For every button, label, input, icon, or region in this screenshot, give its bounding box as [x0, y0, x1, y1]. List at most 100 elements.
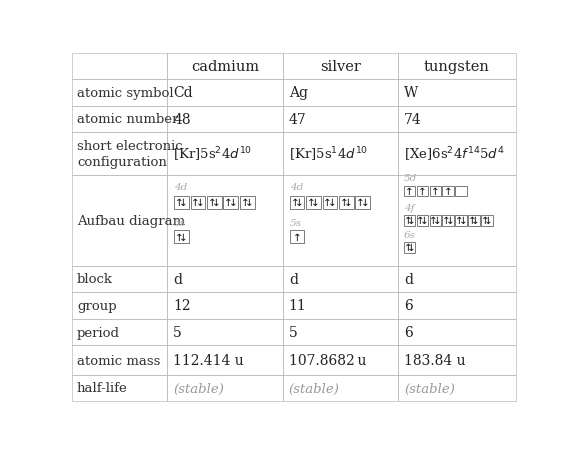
Bar	[191, 197, 205, 209]
Bar	[442, 186, 454, 197]
Bar	[72, 266, 167, 293]
Bar	[290, 197, 304, 209]
Bar	[167, 293, 282, 319]
Text: atomic symbol: atomic symbol	[77, 87, 174, 100]
Text: ↑: ↑	[403, 216, 412, 226]
Text: 5: 5	[173, 325, 182, 339]
Bar	[72, 106, 167, 133]
Text: Aufbau diagram: Aufbau diagram	[77, 214, 185, 227]
Bar	[282, 375, 398, 401]
Text: ↑: ↑	[444, 187, 453, 197]
Text: 6s: 6s	[404, 230, 416, 239]
Text: Ag: Ag	[289, 86, 308, 100]
Text: ↑: ↑	[241, 198, 249, 208]
Text: 6: 6	[404, 299, 413, 313]
Bar	[430, 186, 441, 197]
Bar	[468, 216, 480, 226]
Bar	[167, 106, 282, 133]
Bar	[398, 293, 516, 319]
Text: half-life: half-life	[77, 382, 128, 395]
Bar	[398, 80, 516, 106]
Text: ↑: ↑	[468, 216, 477, 226]
Text: ↓: ↓	[295, 198, 304, 208]
Bar	[72, 345, 167, 375]
Text: [Kr]5s$^2$4$d^{10}$: [Kr]5s$^2$4$d^{10}$	[173, 145, 253, 164]
Text: ↑: ↑	[417, 216, 425, 226]
Bar	[404, 243, 415, 253]
Text: (stable): (stable)	[173, 382, 224, 395]
Text: 5s: 5s	[290, 218, 301, 227]
Text: (stable): (stable)	[289, 382, 340, 395]
Text: silver: silver	[320, 60, 361, 74]
Text: ↓: ↓	[420, 216, 429, 226]
Text: ↓: ↓	[245, 198, 254, 208]
Text: ↓: ↓	[328, 198, 336, 208]
Bar	[72, 176, 167, 266]
Text: 5: 5	[289, 325, 297, 339]
Text: ↓: ↓	[229, 198, 237, 208]
Text: W: W	[404, 86, 418, 100]
Bar	[174, 197, 189, 209]
Bar	[282, 106, 398, 133]
Bar	[398, 319, 516, 345]
Bar	[72, 54, 167, 80]
Bar	[306, 197, 321, 209]
Text: ↓: ↓	[179, 198, 188, 208]
Text: group: group	[77, 299, 116, 312]
Text: ↓: ↓	[344, 198, 353, 208]
Bar	[417, 216, 428, 226]
Text: (stable): (stable)	[404, 382, 455, 395]
Text: 11: 11	[289, 299, 307, 313]
Bar	[339, 197, 354, 209]
Text: ↑: ↑	[175, 198, 184, 208]
Bar	[282, 319, 398, 345]
Text: 47: 47	[289, 113, 307, 127]
Bar	[167, 319, 282, 345]
Bar	[72, 293, 167, 319]
Bar	[167, 375, 282, 401]
Bar	[167, 54, 282, 80]
Text: ↓: ↓	[433, 216, 441, 226]
Bar	[167, 80, 282, 106]
Bar	[398, 54, 516, 80]
Text: atomic mass: atomic mass	[77, 354, 160, 367]
Text: ↓: ↓	[472, 216, 480, 226]
Bar	[167, 176, 282, 266]
Text: ↓: ↓	[458, 216, 467, 226]
Bar	[456, 186, 467, 197]
Text: 107.8682 u: 107.8682 u	[289, 353, 366, 367]
Text: Cd: Cd	[173, 86, 193, 100]
Bar	[290, 230, 304, 244]
Bar	[282, 80, 398, 106]
Bar	[404, 216, 415, 226]
Bar	[167, 266, 282, 293]
Text: ↑: ↑	[191, 198, 200, 208]
Text: ↑: ↑	[455, 216, 464, 226]
Bar	[167, 133, 282, 176]
Bar	[442, 216, 454, 226]
Text: ↑: ↑	[208, 198, 217, 208]
Bar	[72, 133, 167, 176]
Text: ↑: ↑	[307, 198, 316, 208]
Bar	[167, 345, 282, 375]
Text: [Kr]5s$^1$4$d^{10}$: [Kr]5s$^1$4$d^{10}$	[289, 145, 368, 164]
Text: short electronic
configuration: short electronic configuration	[77, 140, 183, 169]
Bar	[398, 176, 516, 266]
Text: ↑: ↑	[431, 187, 439, 197]
Text: 5s: 5s	[174, 218, 186, 227]
Bar	[481, 216, 493, 226]
Text: [Xe]6s$^2$4$f^{14}$5$d^4$: [Xe]6s$^2$4$f^{14}$5$d^4$	[404, 145, 505, 164]
Bar	[398, 106, 516, 133]
Text: ↓: ↓	[212, 198, 221, 208]
Text: ↑: ↑	[403, 243, 412, 253]
Bar	[282, 54, 398, 80]
Text: 4f: 4f	[404, 203, 414, 212]
Text: 112.414 u: 112.414 u	[173, 353, 244, 367]
Bar	[456, 216, 467, 226]
Text: ↑: ↑	[340, 198, 348, 208]
Bar	[72, 375, 167, 401]
Bar	[398, 375, 516, 401]
Bar	[355, 197, 370, 209]
Text: ↑: ↑	[481, 216, 489, 226]
Bar	[72, 80, 167, 106]
